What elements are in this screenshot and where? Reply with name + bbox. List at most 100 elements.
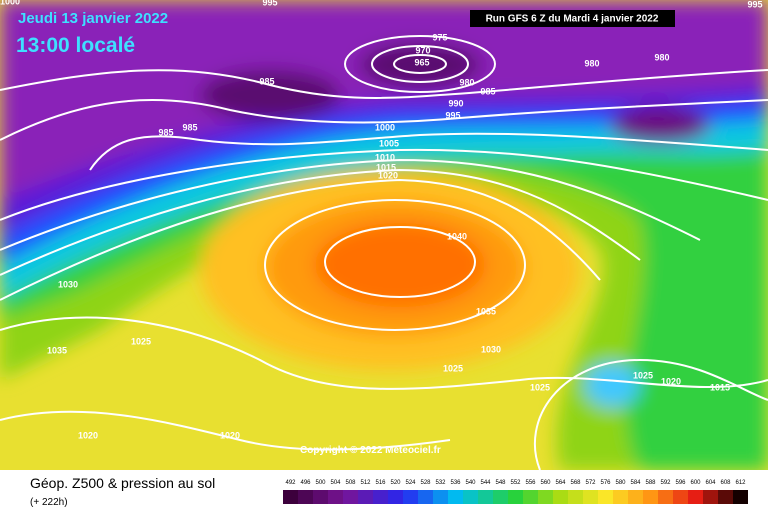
run-box — [470, 10, 675, 27]
legend-swatch — [508, 490, 523, 504]
legend-label: 612 — [735, 480, 746, 486]
legend-swatch — [328, 490, 343, 504]
legend-swatch — [523, 490, 538, 504]
legend-label: 572 — [585, 480, 596, 486]
legend-swatch — [343, 490, 358, 504]
legend-label: 592 — [660, 480, 671, 486]
isobar-label: 1035 — [47, 345, 67, 355]
legend-swatch — [358, 490, 373, 504]
isobar-label: 995 — [262, 0, 277, 7]
isobar-label: 985 — [480, 86, 495, 96]
legend-label: 500 — [315, 480, 326, 486]
legend-label: 608 — [720, 480, 731, 486]
isobar-label: 1000 — [375, 122, 395, 132]
footer-title: Géop. Z500 & pression au sol — [30, 475, 215, 491]
isobar-label: 1020 — [220, 430, 240, 440]
legend-label: 584 — [630, 480, 641, 486]
legend-label: 520 — [390, 480, 401, 486]
isobar-label: 1005 — [379, 138, 399, 148]
legend-swatch — [538, 490, 553, 504]
legend-label: 524 — [405, 480, 416, 486]
legend-swatch — [583, 490, 598, 504]
isobar-label: 995 — [747, 0, 762, 9]
forecast-time: 13:00 localé — [16, 34, 135, 57]
legend-label: 496 — [300, 480, 311, 486]
footer-lead: (+ 222h) — [30, 497, 68, 508]
legend-swatch — [643, 490, 658, 504]
isobar-label: 1025 — [131, 336, 151, 346]
color-legend: 492 496 500 504 508 512 516 520 524 528 532 536 540 5… — [283, 480, 748, 504]
legend-label: 564 — [555, 480, 566, 486]
isobar-label: 1030 — [58, 279, 78, 289]
isobar-label: 980 — [654, 52, 669, 62]
legend-label: 556 — [525, 480, 536, 486]
run-info: Run GFS 6 Z du Mardi 4 janvier 2022 — [486, 14, 659, 25]
legend-swatch — [298, 490, 313, 504]
isobar-label: 980 — [584, 58, 599, 68]
legend-swatch — [433, 490, 448, 504]
legend-label: 512 — [360, 480, 371, 486]
isobar-label: 1035 — [476, 306, 496, 316]
legend-swatch — [568, 490, 583, 504]
legend-swatch — [703, 490, 718, 504]
legend-swatch — [733, 490, 748, 504]
legend-label: 580 — [615, 480, 626, 486]
legend-label: 508 — [345, 480, 356, 486]
legend-swatch — [403, 490, 418, 504]
isobar-label: 990 — [448, 98, 463, 108]
legend-swatch — [388, 490, 403, 504]
legend-swatch — [718, 490, 733, 504]
legend-swatch — [493, 490, 508, 504]
legend-swatch — [478, 490, 493, 504]
legend-label: 552 — [510, 480, 521, 486]
isobar-label: 1020 — [78, 430, 98, 440]
legend-swatch — [613, 490, 628, 504]
legend-label: 528 — [420, 480, 431, 486]
legend-swatch — [463, 490, 478, 504]
legend-label: 504 — [330, 480, 341, 486]
isobar-label: 1010 — [375, 152, 395, 162]
legend-swatch — [673, 490, 688, 504]
legend-label: 588 — [645, 480, 656, 486]
legend-label: 540 — [465, 480, 476, 486]
isobar-label: 995 — [445, 110, 460, 120]
legend-swatch — [373, 490, 388, 504]
legend-swatch — [448, 490, 463, 504]
legend-swatch — [313, 490, 328, 504]
isobar-label: 1025 — [633, 370, 653, 380]
forecast-date: Jeudi 13 janvier 2022 — [18, 10, 168, 27]
legend-swatch — [628, 490, 643, 504]
legend-label: 492 — [285, 480, 296, 486]
isobar-label: 975 — [432, 32, 447, 42]
legend-label: 516 — [375, 480, 386, 486]
legend-label: 576 — [600, 480, 611, 486]
isobar-label: 1030 — [481, 344, 501, 354]
legend-swatch — [553, 490, 568, 504]
legend-swatch — [418, 490, 433, 504]
isobar-label: 985 — [158, 127, 173, 137]
legend-label: 604 — [705, 480, 716, 486]
isobar-label: 1025 — [530, 382, 550, 392]
isobars — [0, 35, 768, 470]
legend-label: 560 — [540, 480, 551, 486]
isobar-label: 1040 — [447, 231, 467, 241]
legend-swatch — [658, 490, 673, 504]
isobar-label: 985 — [182, 122, 197, 132]
legend-label: 536 — [450, 480, 461, 486]
isobar-label: 970 — [415, 45, 430, 55]
isobar-label: 1020 — [661, 376, 681, 386]
isobar-label: 1015 — [376, 162, 396, 172]
isobar-label: 1025 — [443, 363, 463, 373]
legend-swatch — [283, 490, 298, 504]
legend-label: 596 — [675, 480, 686, 486]
legend-swatch — [598, 490, 613, 504]
isobar-label: 980 — [459, 77, 474, 87]
isobar-label: 1015 — [710, 382, 730, 392]
isobar-label: 1020 — [378, 170, 398, 180]
isobar-label: 985 — [259, 76, 274, 86]
legend-label: 548 — [495, 480, 506, 486]
isobar-label: 1000 — [0, 0, 20, 6]
